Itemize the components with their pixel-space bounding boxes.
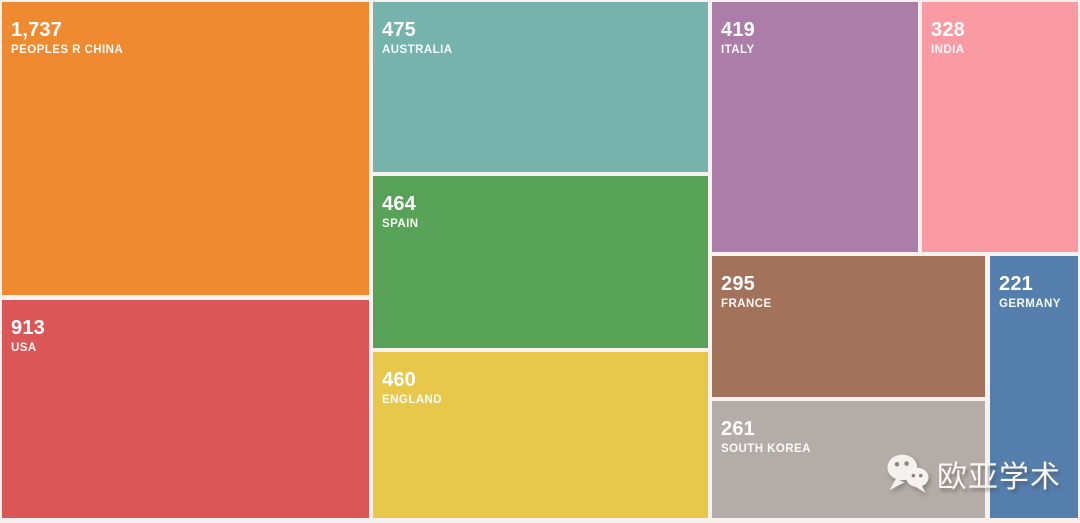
tile-label: PEOPLES R CHINA [11,44,124,56]
treemap-tile-france[interactable]: 295 FRANCE [712,256,985,397]
tile-value: 295 [721,273,755,295]
treemap-tile-peoples-r-china[interactable]: 1,737 PEOPLES R CHINA [2,2,369,295]
tile-label: INDIA [931,44,965,56]
tile-value: 419 [721,19,755,41]
treemap-tile-germany[interactable]: 221 GERMANY [990,256,1078,518]
tile-value: 464 [382,193,416,215]
tile-value: 261 [721,418,755,440]
tile-label: SPAIN [382,218,419,230]
treemap-tile-spain[interactable]: 464 SPAIN [373,176,708,348]
tile-value: 1,737 [11,19,63,41]
treemap-tile-italy[interactable]: 419 ITALY [712,2,918,252]
tile-value: 221 [999,273,1033,295]
tile-value: 460 [382,369,416,391]
treemap-tile-usa[interactable]: 913 USA [2,300,369,518]
treemap-tile-india[interactable]: 328 INDIA [922,2,1078,252]
treemap-tile-england[interactable]: 460 ENGLAND [373,352,708,518]
treemap-tile-south-korea[interactable]: 261 SOUTH KOREA [712,401,985,518]
tile-label: AUSTRALIA [382,44,453,56]
tile-value: 913 [11,317,45,339]
tile-label: USA [11,342,37,354]
tile-label: FRANCE [721,298,772,310]
tile-value: 328 [931,19,965,41]
tile-value: 475 [382,19,416,41]
tile-label: ITALY [721,44,755,56]
tile-label: GERMANY [999,298,1061,310]
tile-label: ENGLAND [382,394,443,406]
tile-label: SOUTH KOREA [721,443,811,455]
treemap-tile-australia[interactable]: 475 AUSTRALIA [373,2,708,172]
